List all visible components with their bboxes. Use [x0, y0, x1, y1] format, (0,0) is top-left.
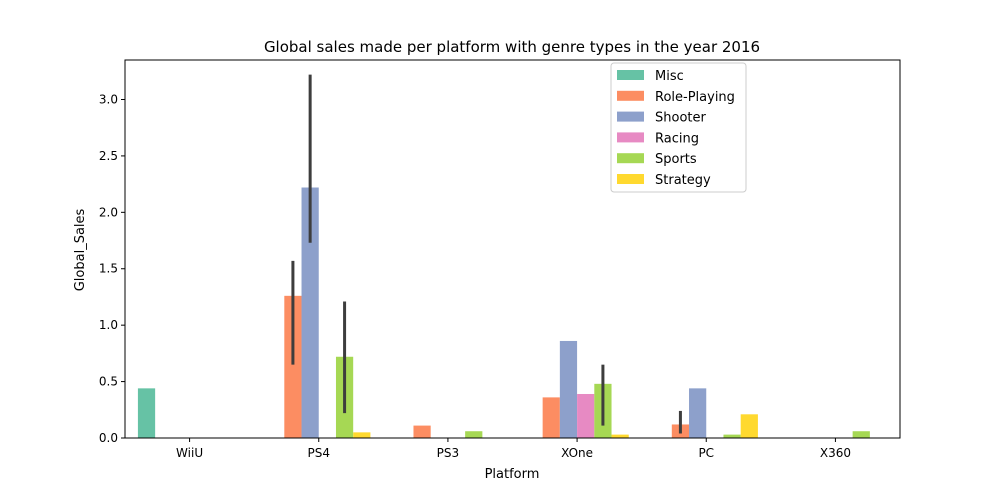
bar-xone-strategy: [611, 434, 629, 438]
x-tick-label-ps4: PS4: [308, 446, 331, 460]
bar-x360-sports: [852, 431, 870, 438]
error-bars-layer: [291, 74, 682, 434]
x-tick-label-pc: PC: [698, 446, 714, 460]
legend-swatch-sports: [617, 153, 644, 164]
legend-swatch-role-playing: [617, 90, 644, 101]
bar-pc-sports: [723, 434, 741, 438]
x-tick-label-x360: X360: [820, 446, 851, 460]
x-tick-label-wiiu: WiiU: [176, 446, 203, 460]
y-tick-label: 3.0: [99, 92, 118, 106]
x-axis-label: Platform: [485, 467, 540, 482]
y-tick-label: 0.5: [99, 375, 118, 389]
legend-swatch-misc: [617, 70, 644, 80]
legend-label-sports: Sports: [655, 152, 697, 167]
x-tick-label-xone: XOne: [561, 446, 593, 460]
plot-area: 0.0 0.5 1.0 1.5 2.0 2.5 3.0 WiiU PS4 PS3 XOne PC X3…: [99, 59, 901, 460]
y-axis-label: Global_Sales: [73, 208, 88, 291]
y-axis: 0.0 0.5 1.0 1.5 2.0 2.5 3.0: [99, 92, 125, 445]
legend-swatch-strategy: [617, 174, 644, 184]
legend-label-shooter: Shooter: [655, 111, 706, 126]
plot-frame: [124, 59, 901, 439]
y-tick-label: 2.5: [99, 149, 118, 163]
legend-label-strategy: Strategy: [655, 173, 711, 188]
legend: Misc Role-Playing Shooter Racing Sports Strat…: [610, 62, 747, 193]
legend-label-role-playing: Role-Playing: [655, 90, 735, 105]
legend-label-racing: Racing: [655, 131, 699, 146]
chart-title: Global sales made per platform with genr…: [264, 38, 760, 56]
bar-xone-shooter: [559, 340, 578, 438]
x-tick-label-ps3: PS3: [437, 446, 460, 460]
y-tick-label: 2.0: [99, 205, 118, 219]
bars-layer: [137, 187, 870, 438]
bar-ps3-role-playing: [413, 425, 431, 438]
legend-swatch-racing: [617, 132, 644, 143]
y-tick-label: 0.0: [99, 431, 118, 445]
bar-pc-strategy: [740, 414, 758, 438]
bar-xone-racing: [577, 393, 595, 438]
bar-ps4-strategy: [353, 432, 371, 438]
bar-pc-shooter: [689, 388, 707, 438]
bar-ps3-sports: [465, 431, 483, 438]
bar-ps4-shooter: [301, 187, 319, 438]
bar-ps4-role-playing: [284, 295, 302, 438]
bar-wiiu-misc: [137, 388, 156, 438]
legend-box: [610, 62, 747, 193]
y-tick-label: 1.0: [99, 318, 118, 332]
legend-swatch-shooter: [617, 111, 644, 122]
x-axis: WiiU PS4 PS3 XOne PC X360: [176, 438, 851, 460]
y-tick-label: 1.5: [99, 262, 118, 276]
bar-xone-role-playing: [542, 397, 560, 438]
legend-label-misc: Misc: [655, 69, 684, 84]
